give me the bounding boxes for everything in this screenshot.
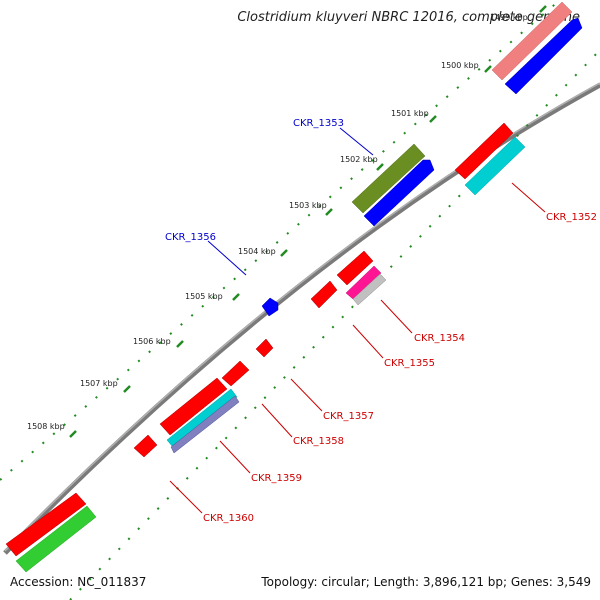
scale-label: 1501 kbp bbox=[391, 109, 429, 118]
scale-label: 1500 kbp bbox=[441, 61, 479, 70]
gene-feature[interactable] bbox=[504, 17, 583, 95]
gene-label[interactable]: CKR_1353 bbox=[293, 118, 344, 129]
gene-feature[interactable] bbox=[159, 377, 228, 436]
scale-label: 1499 kbp bbox=[490, 13, 528, 22]
scale-label: 1508 kbp bbox=[27, 422, 65, 431]
gene-feature[interactable] bbox=[166, 388, 238, 447]
gene-feature[interactable] bbox=[261, 297, 279, 317]
gene-feature[interactable] bbox=[310, 280, 338, 309]
gene-label[interactable]: CKR_1356 bbox=[165, 232, 216, 243]
page-title: Clostridium kluyveri NBRC 12016, complet… bbox=[237, 10, 580, 25]
scale-label: 1506 kbp bbox=[133, 337, 171, 346]
gene-label[interactable]: CKR_1357 bbox=[323, 411, 374, 422]
plus-strand-features bbox=[261, 1, 583, 317]
gene-feature[interactable] bbox=[351, 143, 426, 214]
gene-label[interactable]: CKR_1359 bbox=[251, 473, 302, 484]
scale-label: 1504 kbp bbox=[238, 247, 276, 256]
gene-label[interactable]: CKR_1352 bbox=[546, 212, 597, 223]
gene-feature[interactable] bbox=[464, 136, 526, 196]
gene-feature[interactable] bbox=[345, 265, 382, 300]
gene-feature[interactable] bbox=[15, 505, 97, 573]
gene-label[interactable]: CKR_1358 bbox=[293, 436, 344, 447]
scale-label: 1502 kbp bbox=[340, 155, 378, 164]
scale-label: 1503 kbp bbox=[289, 201, 327, 210]
gene-feature[interactable] bbox=[336, 250, 374, 286]
genome-backbone bbox=[3, 82, 600, 555]
outer-tick-track bbox=[0, 0, 561, 481]
label-leaders bbox=[169, 127, 546, 514]
gene-label[interactable]: CKR_1360 bbox=[203, 513, 254, 524]
minus-strand-features bbox=[5, 122, 526, 573]
scale-label: 1507 kbp bbox=[80, 379, 118, 388]
gene-feature[interactable] bbox=[491, 1, 573, 81]
gene-feature[interactable] bbox=[255, 338, 274, 358]
gene-label[interactable]: CKR_1355 bbox=[384, 358, 435, 369]
gene-feature[interactable] bbox=[170, 395, 240, 454]
gene-feature[interactable] bbox=[352, 273, 387, 306]
gene-label[interactable]: CKR_1354 bbox=[414, 333, 465, 344]
inner-tick-track bbox=[69, 49, 600, 600]
scale-label: 1505 kbp bbox=[185, 292, 223, 301]
gene-feature[interactable] bbox=[221, 360, 250, 387]
gene-feature[interactable] bbox=[133, 434, 158, 458]
gene-feature[interactable] bbox=[5, 492, 87, 557]
gene-feature[interactable] bbox=[363, 159, 435, 227]
major-ticks bbox=[69, 5, 547, 438]
accession-text: Accession: NC_011837 bbox=[10, 575, 147, 589]
gene-feature[interactable] bbox=[454, 122, 514, 180]
genome-summary-text: Topology: circular; Length: 3,896,121 bp… bbox=[261, 575, 591, 589]
